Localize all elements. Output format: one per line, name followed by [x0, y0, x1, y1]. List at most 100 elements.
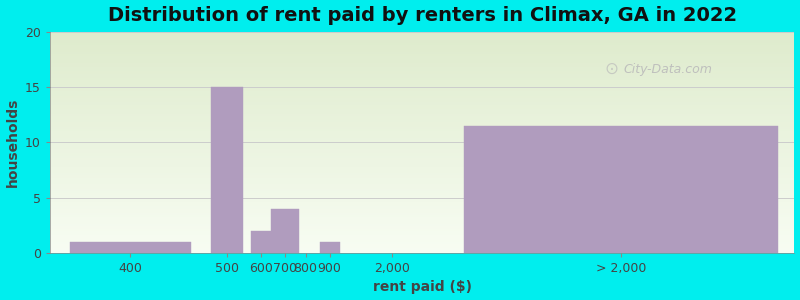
Bar: [50, 34, 794, 36]
Bar: [50, 113, 794, 116]
Bar: [50, 98, 794, 100]
Bar: [50, 52, 794, 54]
Bar: [50, 191, 794, 193]
Text: ⊙: ⊙: [605, 60, 618, 78]
Bar: [50, 136, 794, 138]
Bar: [50, 32, 794, 34]
Bar: [50, 231, 794, 233]
Text: City-Data.com: City-Data.com: [623, 63, 712, 76]
Y-axis label: households: households: [6, 98, 19, 187]
Bar: [50, 131, 794, 134]
Title: Distribution of rent paid by renters in Climax, GA in 2022: Distribution of rent paid by renters in …: [108, 6, 737, 25]
X-axis label: rent paid ($): rent paid ($): [373, 280, 472, 294]
Bar: [50, 208, 794, 211]
Bar: [50, 109, 794, 111]
Bar: [50, 85, 794, 87]
Bar: [50, 218, 794, 220]
Bar: [50, 78, 794, 80]
Bar: [50, 138, 794, 140]
Bar: [50, 142, 794, 145]
Bar: [50, 167, 794, 169]
Bar: [50, 246, 794, 248]
Bar: [50, 127, 794, 129]
Bar: [320, 242, 340, 253]
Bar: [50, 198, 794, 200]
Bar: [50, 63, 794, 65]
Bar: [50, 100, 794, 102]
Bar: [50, 60, 794, 63]
Bar: [50, 215, 794, 217]
Bar: [50, 149, 794, 151]
Bar: [50, 102, 794, 105]
Bar: [50, 244, 794, 246]
Bar: [50, 38, 794, 40]
Bar: [50, 158, 794, 160]
Bar: [50, 116, 794, 118]
Bar: [50, 56, 794, 58]
Bar: [50, 76, 794, 78]
Bar: [50, 202, 794, 204]
Bar: [50, 40, 794, 43]
Bar: [50, 224, 794, 226]
Bar: [50, 182, 794, 184]
Bar: [50, 129, 794, 131]
Bar: [50, 87, 794, 89]
Bar: [50, 220, 794, 222]
Bar: [50, 47, 794, 50]
Bar: [271, 208, 299, 253]
Bar: [50, 184, 794, 187]
Bar: [50, 180, 794, 182]
Bar: [50, 145, 794, 147]
Bar: [50, 111, 794, 113]
Bar: [50, 248, 794, 250]
Bar: [50, 105, 794, 107]
Bar: [50, 195, 794, 198]
Bar: [50, 96, 794, 98]
Bar: [50, 189, 794, 191]
Bar: [50, 65, 794, 67]
Bar: [50, 237, 794, 240]
Bar: [50, 36, 794, 38]
Bar: [50, 176, 794, 178]
Bar: [50, 204, 794, 206]
Bar: [50, 193, 794, 195]
Bar: [50, 151, 794, 153]
Bar: [211, 87, 243, 253]
Bar: [50, 171, 794, 173]
Bar: [50, 134, 794, 136]
Bar: [50, 160, 794, 162]
Bar: [50, 226, 794, 229]
Bar: [50, 89, 794, 92]
Bar: [50, 58, 794, 60]
Bar: [50, 118, 794, 120]
Bar: [50, 124, 794, 127]
Bar: [50, 45, 794, 47]
Bar: [50, 164, 794, 166]
Bar: [50, 120, 794, 122]
Bar: [50, 169, 794, 171]
Bar: [50, 147, 794, 149]
Bar: [50, 94, 794, 96]
Bar: [50, 92, 794, 94]
Bar: [50, 187, 794, 189]
Bar: [251, 231, 271, 253]
Bar: [50, 50, 794, 52]
Bar: [50, 54, 794, 56]
Bar: [50, 153, 794, 155]
Bar: [50, 235, 794, 237]
Bar: [50, 155, 794, 158]
Bar: [50, 71, 794, 74]
Bar: [50, 229, 794, 231]
Bar: [50, 242, 794, 244]
Bar: [50, 173, 794, 176]
Bar: [50, 178, 794, 180]
Bar: [50, 140, 794, 142]
Bar: [50, 107, 794, 109]
Bar: [50, 240, 794, 242]
Bar: [50, 80, 794, 83]
Bar: [50, 213, 794, 215]
Bar: [50, 206, 794, 208]
Bar: [50, 67, 794, 69]
Bar: [50, 222, 794, 224]
Bar: [50, 211, 794, 213]
